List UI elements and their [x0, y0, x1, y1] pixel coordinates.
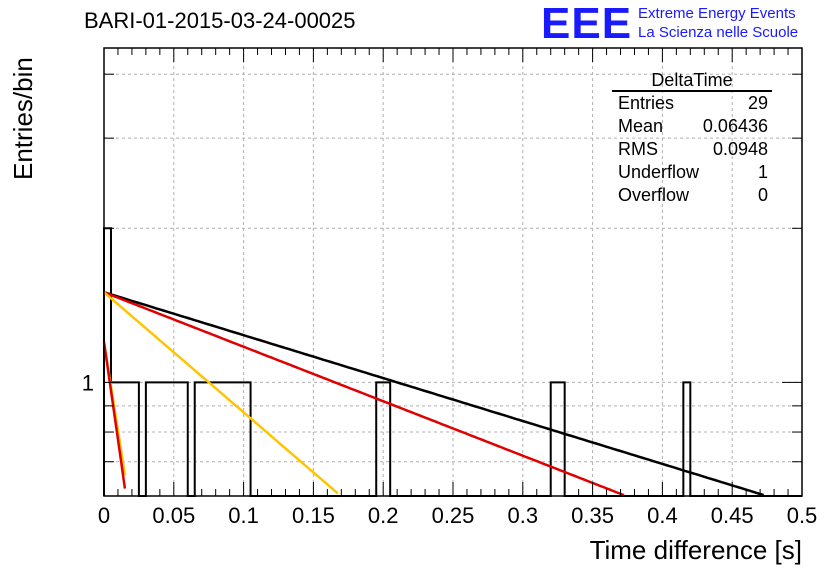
histogram-bin — [125, 382, 132, 496]
eee-logo: EEE Extreme Energy Events La Scienza nel… — [541, 0, 798, 48]
x-tick-label: 0.5 — [787, 503, 818, 528]
stats-value: 0 — [757, 185, 768, 205]
histogram-bin — [181, 382, 188, 496]
fit-line — [102, 341, 127, 489]
x-tick-label: 0.1 — [228, 503, 259, 528]
histogram-bin — [383, 382, 390, 496]
x-tick-label: 0.3 — [508, 503, 539, 528]
x-tick-label: 0.35 — [571, 503, 614, 528]
x-tick-label: 0.05 — [152, 503, 195, 528]
x-tick-label: 0.25 — [432, 503, 475, 528]
histogram-bin — [146, 382, 153, 496]
histogram-bin — [244, 382, 251, 496]
stats-value: 29 — [747, 93, 768, 113]
stats-label: Entries — [618, 93, 675, 113]
histogram-bin — [153, 382, 160, 496]
stats-box: DeltaTime Entries 29 Mean 0.06436 RMS 0.… — [612, 70, 772, 207]
histogram-bin — [132, 382, 139, 496]
histogram-bin — [683, 382, 690, 496]
eee-logo-text: Extreme Energy Events La Scienza nelle S… — [638, 4, 798, 42]
stats-row-mean: Mean 0.06436 — [612, 115, 772, 138]
fit-line — [103, 291, 339, 495]
stats-row-underflow: Underflow 1 — [612, 161, 772, 184]
x-tick-label: 0.15 — [292, 503, 335, 528]
histogram-bin — [160, 382, 167, 496]
stats-label: RMS — [618, 139, 658, 159]
x-axis-label: Time difference [s] — [589, 535, 802, 565]
stats-box-title: DeltaTime — [612, 70, 772, 92]
stats-row-entries: Entries 29 — [612, 92, 772, 115]
histogram-bin — [209, 382, 216, 496]
x-tick-label: 0.45 — [711, 503, 754, 528]
stats-label: Overflow — [618, 185, 690, 205]
histogram-bin — [167, 382, 174, 496]
histogram-bin — [230, 382, 237, 496]
chart-title: BARI-01-2015-03-24-00025 — [84, 8, 356, 33]
eee-logo-mark: EEE — [541, 0, 633, 48]
fit-line — [103, 291, 764, 497]
fit-line — [103, 291, 625, 497]
stats-value: 0.06436 — [702, 116, 768, 136]
x-tick-label: 0.2 — [368, 503, 399, 528]
stats-value: 1 — [757, 162, 768, 182]
stats-row-rms: RMS 0.0948 — [612, 138, 772, 161]
stats-label: Mean — [618, 116, 664, 136]
logo-line-1: Extreme Energy Events — [638, 5, 796, 22]
stats-label: Underflow — [618, 162, 700, 182]
histogram-bin — [237, 382, 244, 496]
y-tick-label: 1 — [82, 370, 94, 395]
histogram-bin — [216, 382, 223, 496]
x-tick-label: 0.4 — [647, 503, 678, 528]
histogram-bin — [558, 382, 565, 496]
histogram-bin — [551, 382, 558, 496]
x-tick-label: 0 — [98, 503, 110, 528]
histogram-bin — [174, 382, 181, 496]
logo-line-2: La Scienza nelle Scuole — [638, 24, 799, 41]
stats-row-overflow: Overflow 0 — [612, 184, 772, 207]
histogram-bin — [195, 382, 202, 496]
stats-value: 0.0948 — [712, 139, 768, 159]
histogram-bin — [202, 382, 209, 496]
